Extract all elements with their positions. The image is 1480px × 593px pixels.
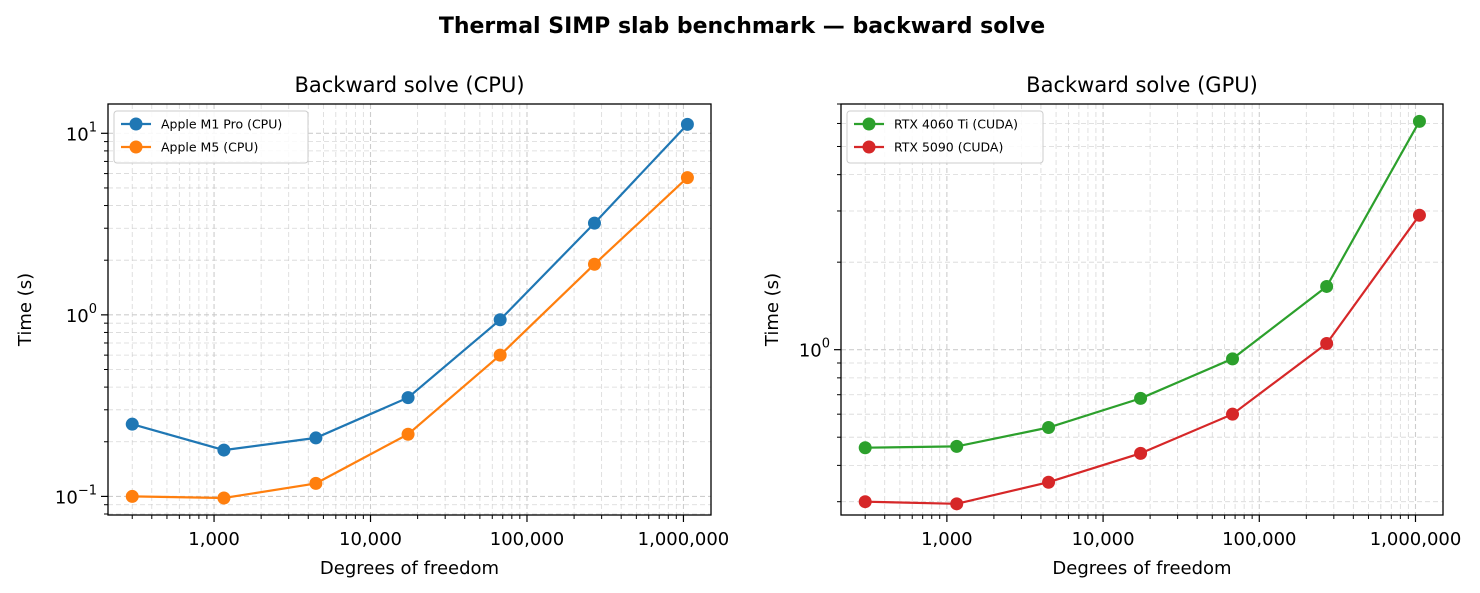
data-point (401, 427, 415, 441)
y-axis-label: Time (s) (762, 273, 783, 347)
data-point (950, 497, 964, 511)
data-point (858, 441, 872, 455)
axes-frame (107, 103, 712, 516)
legend-label: Apple M1 Pro (CPU) (161, 117, 282, 132)
data-point (680, 117, 694, 131)
x-axis-label: Degrees of freedom (1052, 558, 1231, 579)
chart-panel-1: 1,000 10,000 100,000 1,000,000 10−1 100 101 Bac… (15, 73, 729, 579)
data-point (1226, 407, 1240, 421)
panel-title: Backward solve (GPU) (1026, 73, 1258, 97)
series-2 (125, 171, 694, 505)
data-point (1042, 475, 1056, 489)
legend-label: RTX 5090 (CUDA) (894, 140, 1003, 155)
panel-title: Backward solve (CPU) (294, 73, 524, 97)
data-point (950, 439, 964, 453)
legend-box (846, 110, 1044, 164)
x-tick-label: 1,000,000 (638, 529, 730, 550)
x-tick-label: 1,000 (188, 529, 240, 550)
data-point (858, 495, 872, 509)
x-tick-label: 1,000 (921, 529, 973, 550)
y-tick-label: 101 (66, 120, 97, 145)
figure-suptitle: Thermal SIMP slab benchmark — backward s… (439, 14, 1045, 39)
data-point (1412, 208, 1426, 222)
series-line (865, 214, 1421, 505)
data-point (309, 476, 323, 490)
legend: RTX 4060 Ti (CUDA) RTX 5090 (CUDA) (846, 110, 1044, 164)
series-line (132, 176, 689, 500)
x-tick-label: 10,000 (1072, 529, 1135, 550)
data-point (401, 391, 415, 405)
data-point (1412, 114, 1426, 128)
data-point (587, 216, 601, 230)
x-tick-label: 100,000 (490, 529, 564, 550)
data-point (309, 431, 323, 445)
data-point (1134, 446, 1148, 460)
data-point (125, 417, 139, 431)
x-tick-label: 100,000 (1222, 529, 1296, 550)
x-tick-label: 10,000 (339, 529, 402, 550)
legend-label: Apple M5 (CPU) (161, 140, 258, 155)
data-point (1320, 337, 1334, 351)
x-tick-label: 1,000,000 (1370, 529, 1462, 550)
data-point (493, 313, 507, 327)
legend-label: RTX 4060 Ti (CUDA) (894, 117, 1018, 132)
data-point (217, 491, 231, 505)
data-point (493, 348, 507, 362)
data-point (125, 489, 139, 503)
legend-marker (862, 140, 876, 154)
y-tick-label: 10−1 (55, 483, 97, 508)
data-point (1042, 420, 1056, 434)
series-1 (858, 114, 1426, 455)
grid-lines (108, 104, 711, 515)
y-tick-label: 100 (66, 302, 97, 327)
chart-panel-2: 1,000 10,000 100,000 1,000,000 100 Backward s… (762, 73, 1461, 579)
series-1 (125, 117, 694, 457)
series-2 (858, 208, 1426, 511)
legend-box (113, 110, 309, 164)
legend-marker (129, 117, 143, 131)
legend-marker (129, 140, 143, 154)
data-point (680, 171, 694, 185)
legend-marker (862, 117, 876, 131)
y-axis-label: Time (s) (15, 273, 36, 347)
data-point (1320, 279, 1334, 293)
data-point (1134, 391, 1148, 405)
axes-frame (840, 103, 1444, 516)
x-axis-label: Degrees of freedom (320, 558, 499, 579)
data-point (1226, 352, 1240, 366)
data-point (217, 443, 231, 457)
legend: Apple M1 Pro (CPU) Apple M5 (CPU) (113, 110, 309, 164)
y-tick-label: 100 (799, 337, 830, 362)
data-point (587, 257, 601, 271)
